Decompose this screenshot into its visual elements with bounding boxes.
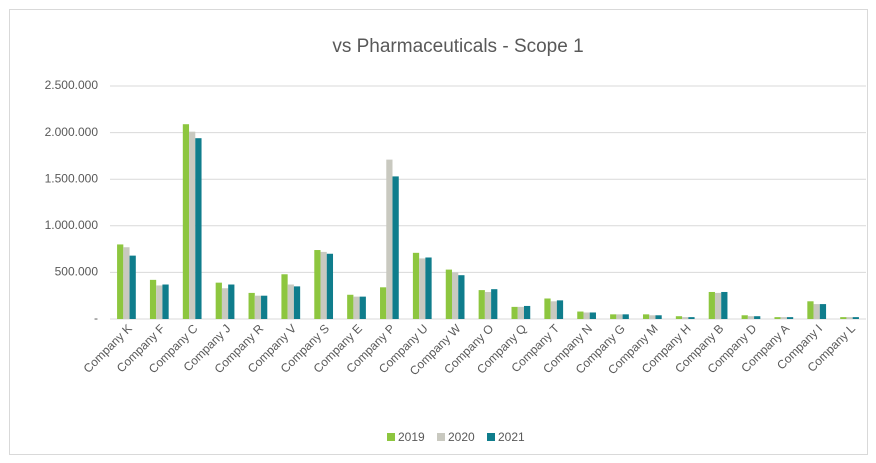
bar	[123, 247, 130, 319]
bar	[359, 296, 366, 319]
bar	[747, 316, 755, 319]
bar	[320, 251, 327, 319]
bar	[386, 159, 393, 319]
bar	[688, 317, 695, 319]
bar	[347, 294, 354, 319]
bar	[380, 287, 387, 319]
bar	[458, 275, 465, 319]
bar	[610, 314, 617, 319]
bar	[819, 304, 827, 319]
y-tick-label: 2.500.000	[45, 78, 99, 92]
bar	[195, 138, 202, 319]
bar	[714, 292, 722, 319]
bar	[544, 298, 551, 319]
bar	[149, 279, 157, 319]
bar	[511, 306, 518, 319]
bar	[583, 312, 590, 319]
bar	[550, 301, 557, 319]
bar	[412, 252, 420, 319]
bar	[754, 316, 761, 319]
bar	[484, 291, 492, 319]
bar	[721, 291, 728, 319]
bar	[261, 295, 268, 319]
legend-label: 2019	[398, 430, 425, 444]
bar	[215, 282, 222, 319]
bar	[852, 317, 859, 319]
bar	[248, 292, 255, 319]
bar	[326, 253, 334, 319]
bar	[491, 289, 498, 319]
bar	[281, 274, 288, 319]
bar	[445, 269, 453, 319]
bar	[786, 317, 794, 319]
bar	[254, 295, 262, 319]
bar	[523, 305, 531, 319]
bar	[655, 315, 662, 319]
y-tick-label: 500.000	[55, 265, 99, 279]
y-tick-label: 1.000.000	[45, 218, 99, 232]
bar	[129, 255, 136, 319]
bar	[221, 288, 229, 319]
y-tick-label: 1.500.000	[45, 171, 99, 185]
bar	[182, 124, 190, 319]
bar	[682, 317, 689, 319]
bar	[517, 306, 524, 319]
bar	[622, 314, 629, 319]
bar	[353, 296, 360, 319]
bar	[314, 250, 321, 319]
legend-swatch	[387, 433, 395, 441]
chart-border	[9, 9, 868, 455]
bar	[675, 316, 683, 319]
bar	[642, 314, 650, 319]
bar	[293, 286, 301, 319]
chart-title: vs Pharmaceuticals - Scope 1	[332, 36, 583, 57]
bar	[649, 315, 656, 319]
bar	[840, 317, 847, 319]
bar	[616, 314, 623, 319]
bar	[780, 317, 787, 319]
bar	[589, 312, 596, 319]
bar	[478, 290, 485, 319]
bar	[846, 317, 853, 319]
bar	[807, 301, 814, 319]
bar	[228, 284, 235, 319]
bar	[156, 285, 163, 319]
bar	[189, 131, 196, 319]
bar	[741, 315, 748, 319]
legend-swatch	[487, 433, 495, 441]
bar	[162, 284, 169, 319]
legend-label: 2020	[448, 430, 475, 444]
bar	[287, 284, 294, 319]
bar	[774, 317, 781, 319]
bar	[117, 244, 124, 319]
bar	[813, 304, 820, 319]
bar	[577, 311, 584, 319]
bar	[419, 258, 426, 319]
bar	[556, 300, 564, 319]
bar	[392, 176, 399, 319]
bar	[452, 272, 459, 319]
bar	[708, 291, 715, 319]
bar	[425, 257, 432, 319]
y-tick-label: 2.000.000	[45, 125, 99, 139]
legend-swatch	[437, 433, 445, 441]
legend-label: 2021	[498, 430, 525, 444]
y-tick-label: -	[94, 311, 98, 325]
